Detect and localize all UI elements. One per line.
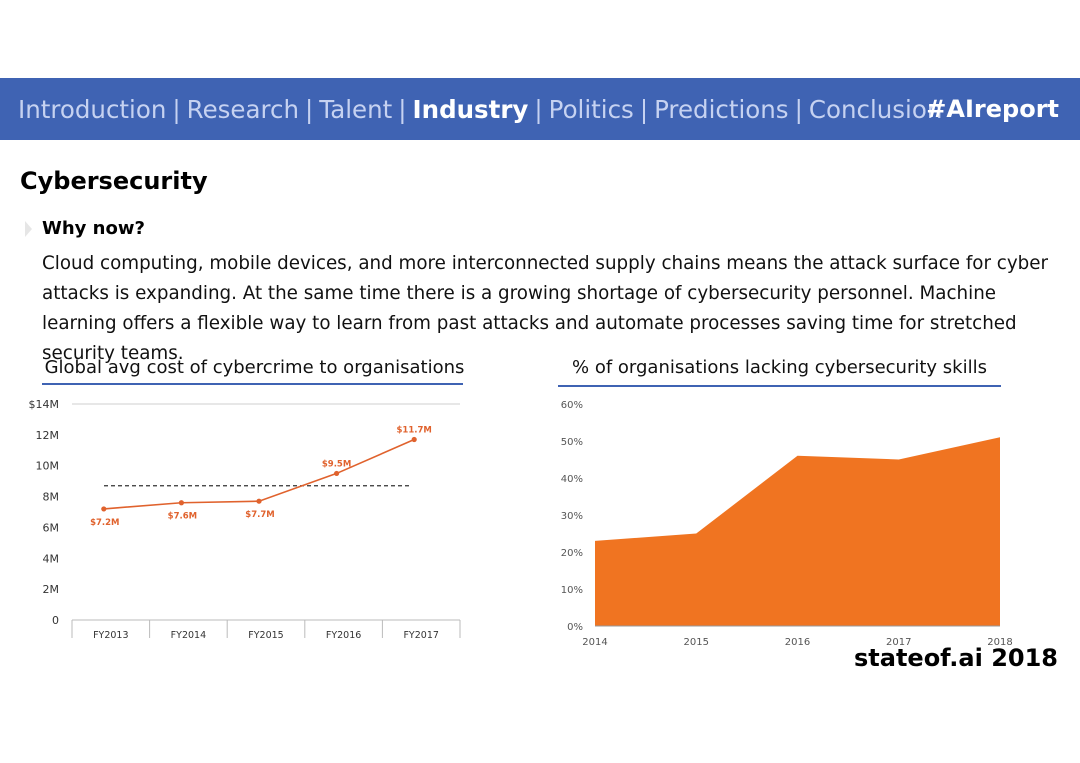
chart1-x-tick-label: FY2015 xyxy=(248,630,283,641)
nav-item-predictions[interactable]: Predictions xyxy=(654,94,789,124)
chart1-y-tick-label: 6M xyxy=(43,521,60,534)
chart1-y-tick-label: $14M xyxy=(29,398,60,411)
chart2-y-tick-label: 0% xyxy=(567,622,583,633)
chart1-data-point xyxy=(256,498,262,504)
nav-separator: | xyxy=(398,94,407,124)
chart2-x-tick-label: 2016 xyxy=(785,637,810,648)
chart2-y-tick-label: 10% xyxy=(561,585,583,596)
chart1-data-label: $9.5M xyxy=(322,459,351,469)
nav-item-politics[interactable]: Politics xyxy=(548,94,634,124)
chart1-data-label: $7.6M xyxy=(168,512,197,522)
chart2-x-tick-label: 2018 xyxy=(987,637,1012,648)
chart1-y-tick-label: 0 xyxy=(52,614,59,627)
chart1-y-tick-label: 2M xyxy=(43,583,60,596)
chart2-y-tick-label: 60% xyxy=(561,400,583,411)
nav-item-introduction[interactable]: Introduction xyxy=(18,94,167,124)
chart1-x-tick-label: FY2017 xyxy=(403,630,438,641)
chart1-series-line xyxy=(103,438,415,510)
chart1-data-point xyxy=(411,436,417,443)
chart1-y-tick-label: 10M xyxy=(36,460,60,473)
chart1-y-tick-label: 8M xyxy=(43,491,60,504)
nav-separator: | xyxy=(172,94,181,124)
chart1-y-tick-label: 12M xyxy=(36,429,60,442)
chart2-y-tick-label: 40% xyxy=(561,474,583,485)
chart2-x-tick-label: 2014 xyxy=(582,637,607,648)
skills-shortage-area-chart: 0% 10% 20% 30% 40% 50% 60% 2014 2015 2016 2017 2018 xyxy=(561,400,1013,648)
footer-brand: stateof.ai 2018 xyxy=(853,644,1058,672)
chart2-x-tick-label: 2015 xyxy=(684,637,709,648)
chart1-data-label: $11.7M xyxy=(397,425,432,435)
chart2-y-tick-label: 20% xyxy=(561,548,583,559)
chart2-y-tick-label: 30% xyxy=(561,511,583,522)
nav-item-talent[interactable]: Talent xyxy=(319,94,393,124)
chart1-data-label: $7.2M xyxy=(90,518,119,528)
nav-item-conclusion[interactable]: Conclusion xyxy=(808,94,943,124)
nav-separator: | xyxy=(305,94,314,124)
nav-item-industry[interactable]: Industry xyxy=(412,94,529,124)
nav-separator: | xyxy=(794,94,803,124)
section-nav: Introduction | Research | Talent | Industry | Po… xyxy=(18,78,942,140)
chart1-x-tick-label: FY2016 xyxy=(326,630,361,641)
chart1-y-tick-label: 4M xyxy=(43,552,60,565)
nav-separator: | xyxy=(639,94,649,124)
chart1-x-tick-label: FY2013 xyxy=(93,630,128,641)
bullet-arrow-icon xyxy=(25,221,32,237)
body-paragraph: Cloud computing, mobile devices, and mor… xyxy=(42,253,1049,364)
top-nav-bar: Introduction | Research | Talent | Industry | Po… xyxy=(0,78,1080,140)
page-title: Cybersecurity xyxy=(20,167,208,195)
chart2-title: % of organisations lacking cybersecurity… xyxy=(572,357,987,378)
chart2-title-underline xyxy=(558,385,1001,387)
nav-item-research[interactable]: Research xyxy=(186,94,300,124)
nav-separator: | xyxy=(534,94,543,124)
chart2-y-tick-label: 50% xyxy=(561,437,583,448)
chart1-title: Global avg cost of cybercrime to organis… xyxy=(44,357,465,378)
hashtag-label: #AIreport xyxy=(926,95,1059,123)
chart1-x-tick-label: FY2014 xyxy=(171,630,206,641)
chart2-area xyxy=(595,437,1000,626)
section-subtitle: Why now? xyxy=(42,218,145,239)
chart1-data-point xyxy=(334,470,340,477)
chart1-data-point xyxy=(101,506,107,512)
chart1-data-point xyxy=(178,500,184,506)
chart1-data-label: $7.7M xyxy=(245,510,274,520)
cybercrime-cost-line-chart: 0 2M 4M 6M 8M 10M 12M $14M FY2013 FY2014 FY2015 FY2… xyxy=(29,398,461,641)
chart2-x-tick-label: 2017 xyxy=(886,637,911,648)
chart1-title-underline xyxy=(42,383,463,385)
